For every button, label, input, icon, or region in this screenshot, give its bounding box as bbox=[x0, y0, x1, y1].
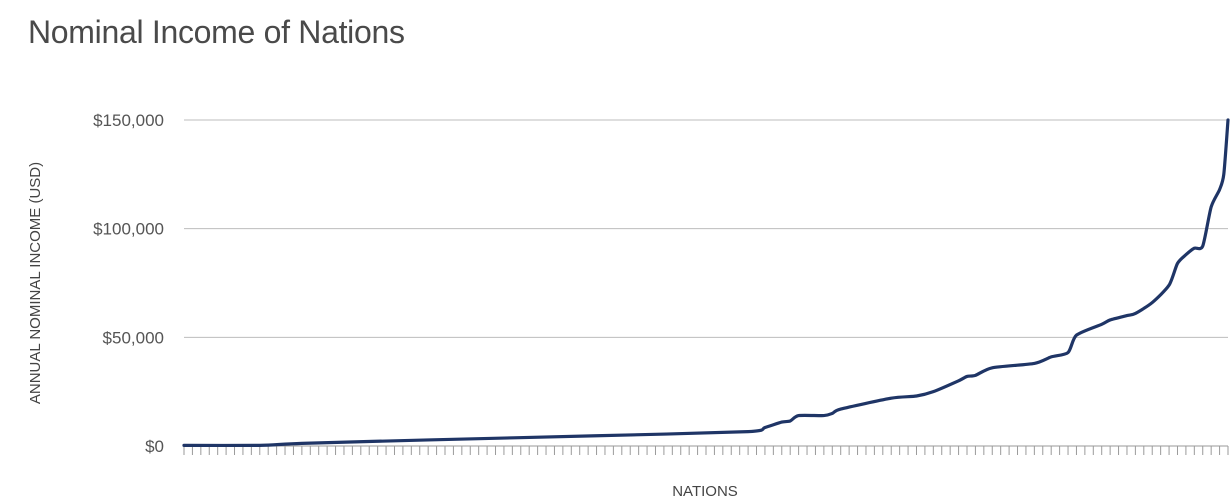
chart-title: Nominal Income of Nations bbox=[28, 14, 405, 50]
y-tick-label: $50,000 bbox=[103, 328, 164, 347]
x-axis-label: NATIONS bbox=[672, 483, 738, 500]
y-axis-tick-labels: $0 $50,000 $100,000 $150,000 bbox=[93, 111, 164, 456]
y-axis-label: ANNUAL NOMINAL INCOME (USD) bbox=[27, 162, 44, 404]
y-tick-label: $0 bbox=[145, 437, 164, 456]
y-tick-label: $100,000 bbox=[93, 220, 164, 239]
series-line bbox=[182, 118, 1230, 448]
x-axis-ticks bbox=[183, 446, 1229, 455]
y-tick-label: $150,000 bbox=[93, 111, 164, 130]
gridlines bbox=[184, 119, 1228, 338]
